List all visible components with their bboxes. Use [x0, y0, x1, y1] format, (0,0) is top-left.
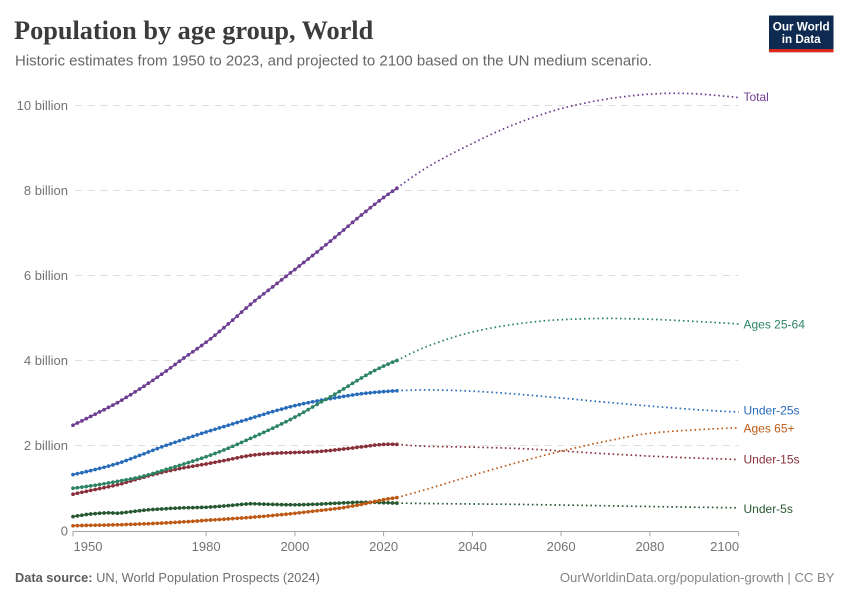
svg-text:1950: 1950: [74, 539, 103, 554]
svg-text:Total: Total: [744, 90, 769, 104]
svg-text:0: 0: [61, 524, 68, 539]
svg-text:2000: 2000: [280, 539, 309, 554]
svg-text:Ages 65+: Ages 65+: [744, 422, 795, 436]
svg-text:2040: 2040: [458, 539, 487, 554]
svg-text:Data source: UN, World Populat: Data source: UN, World Population Prospe…: [15, 570, 320, 585]
svg-text:in Data: in Data: [782, 33, 821, 46]
svg-text:2020: 2020: [369, 539, 398, 554]
svg-text:Ages 25-64: Ages 25-64: [744, 318, 806, 332]
svg-text:2 billion: 2 billion: [24, 438, 68, 453]
svg-text:Under-25s: Under-25s: [744, 404, 800, 418]
svg-text:2080: 2080: [635, 539, 664, 554]
svg-text:10 billion: 10 billion: [17, 98, 68, 113]
svg-text:Under-15s: Under-15s: [744, 453, 800, 467]
svg-text:Population by age group, World: Population by age group, World: [14, 16, 374, 45]
svg-text:2060: 2060: [547, 539, 576, 554]
svg-text:1980: 1980: [192, 539, 221, 554]
svg-text:4 billion: 4 billion: [24, 353, 68, 368]
svg-text:Our World: Our World: [773, 21, 830, 34]
svg-text:8 billion: 8 billion: [24, 183, 68, 198]
svg-text:OurWorldinData.org/population-: OurWorldinData.org/population-growth | C…: [560, 570, 835, 585]
svg-text:6 billion: 6 billion: [24, 268, 68, 283]
svg-text:Historic estimates from 1950 t: Historic estimates from 1950 to 2023, an…: [15, 53, 652, 70]
svg-text:Under-5s: Under-5s: [744, 502, 793, 516]
svg-text:2100: 2100: [710, 539, 739, 554]
